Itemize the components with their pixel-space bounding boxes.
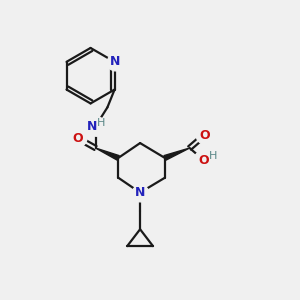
- Polygon shape: [164, 148, 190, 160]
- Text: H: H: [209, 151, 218, 161]
- Polygon shape: [95, 148, 119, 160]
- Text: N: N: [87, 120, 98, 133]
- Text: O: O: [198, 154, 209, 167]
- Text: O: O: [72, 132, 83, 145]
- Text: N: N: [135, 186, 145, 199]
- Text: N: N: [110, 55, 120, 68]
- Text: O: O: [199, 129, 210, 142]
- Text: H: H: [97, 118, 106, 128]
